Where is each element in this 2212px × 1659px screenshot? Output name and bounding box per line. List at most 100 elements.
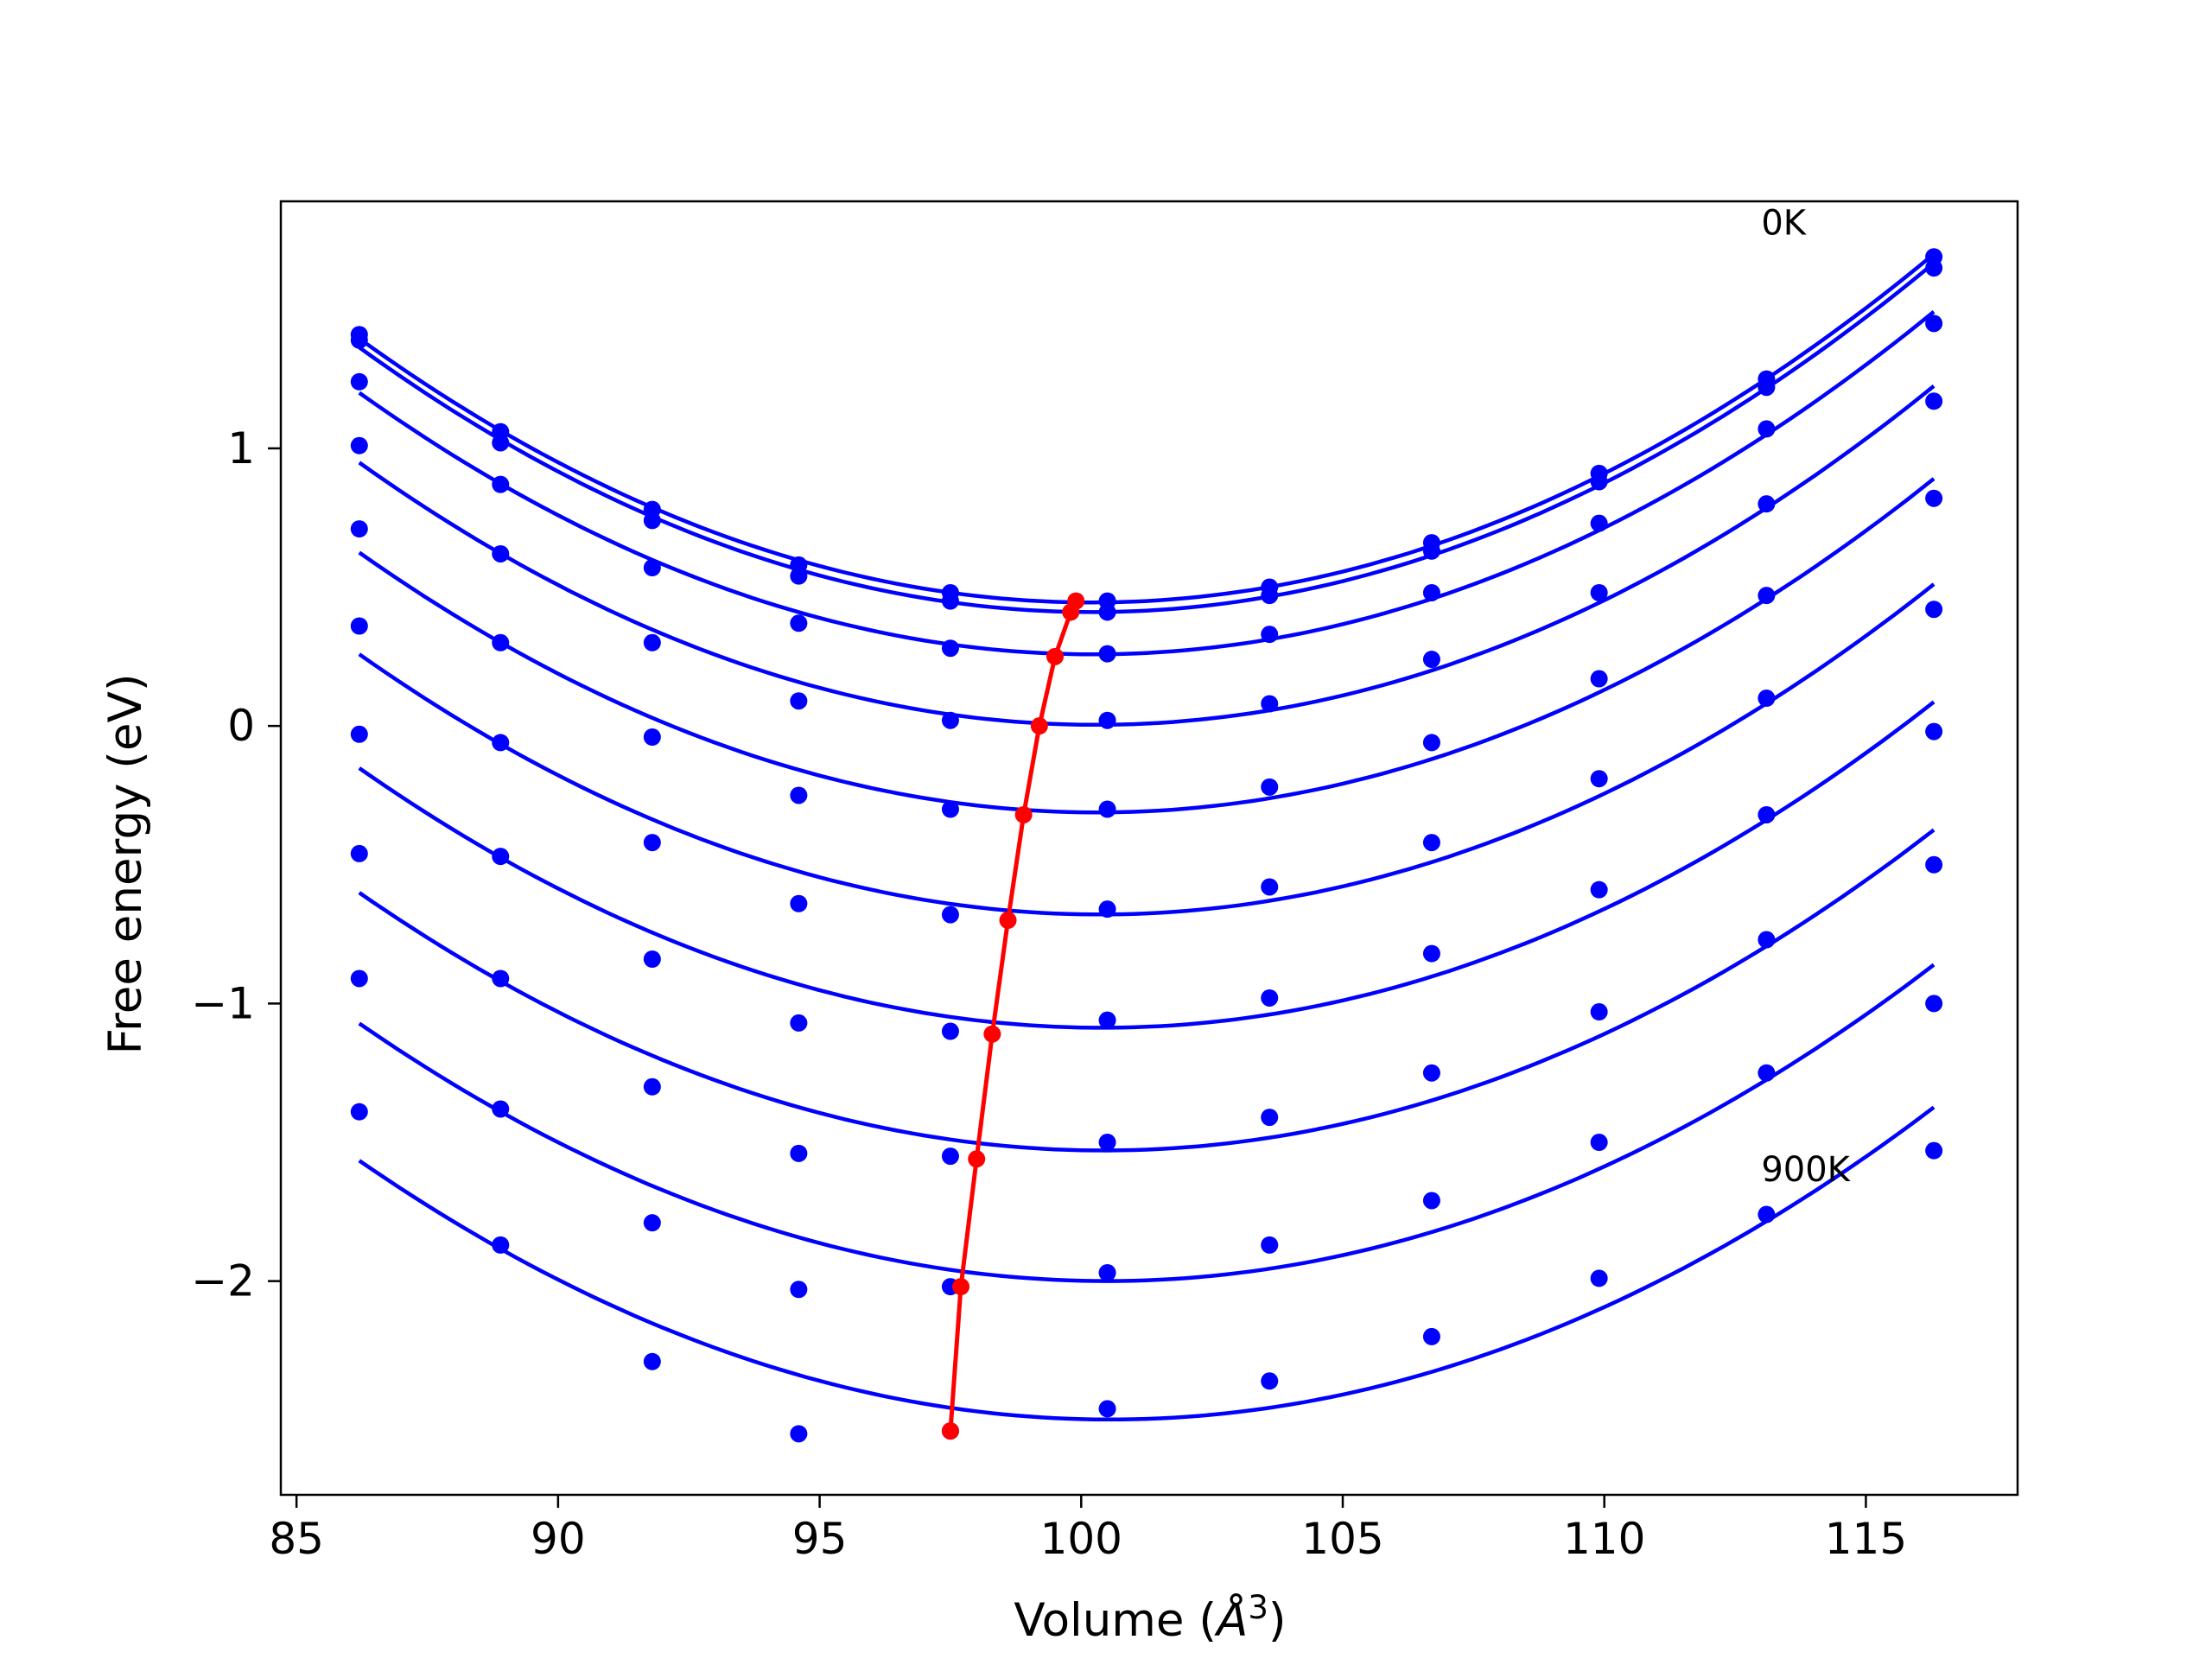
- data-point: [941, 800, 959, 818]
- data-point: [1590, 583, 1608, 601]
- fit-curve-3: [358, 385, 1936, 728]
- data-point: [1925, 259, 1943, 277]
- data-point: [941, 639, 959, 658]
- minimum-point: [1046, 647, 1065, 665]
- data-point: [941, 906, 959, 924]
- data-point: [1261, 878, 1279, 896]
- data-point: [1925, 722, 1943, 741]
- data-point: [350, 844, 368, 862]
- data-point: [1758, 1205, 1776, 1224]
- data-point: [350, 520, 368, 538]
- y-tick-label: −1: [191, 978, 255, 1028]
- fit-curve-9: [358, 1105, 1936, 1422]
- data-point: [1925, 1141, 1943, 1160]
- data-point: [1261, 626, 1279, 644]
- data-point: [790, 786, 808, 804]
- data-point: [1590, 880, 1608, 899]
- data-point: [941, 592, 959, 610]
- y-axis-label: Free energy (eV): [99, 673, 152, 1054]
- data-point: [790, 692, 808, 710]
- data-point: [1590, 514, 1608, 532]
- y-axis-ticks: −2 −1 0 1: [191, 423, 281, 1306]
- data-point: [1261, 1372, 1279, 1390]
- fit-curve-1: [358, 261, 1936, 614]
- x-tick-label: 100: [1040, 1514, 1122, 1564]
- fit-curve-0: [358, 252, 1936, 605]
- y-tick-label: 1: [227, 423, 255, 474]
- data-point: [1925, 995, 1943, 1013]
- data-point: [492, 1100, 510, 1118]
- data-point: [1261, 1236, 1279, 1254]
- data-point: [1590, 670, 1608, 688]
- data-point: [1261, 778, 1279, 796]
- data-point: [1098, 603, 1116, 621]
- data-point: [1758, 495, 1776, 513]
- data-point: [1925, 489, 1943, 507]
- data-point: [790, 567, 808, 585]
- data-point: [1098, 1400, 1116, 1418]
- data-point: [1925, 392, 1943, 410]
- data-point: [1098, 1134, 1116, 1152]
- data-point: [1758, 1064, 1776, 1082]
- data-point: [790, 1281, 808, 1299]
- minimum-point: [968, 1150, 986, 1168]
- data-point: [1590, 1269, 1608, 1287]
- data-point: [1261, 695, 1279, 713]
- data-point: [1422, 542, 1440, 560]
- minimum-point: [1030, 717, 1048, 735]
- data-point: [350, 1103, 368, 1121]
- data-point: [1590, 1134, 1608, 1152]
- data-point: [790, 1144, 808, 1162]
- plot-area-frame: [279, 200, 2019, 1497]
- data-point: [492, 475, 510, 493]
- minimum-point: [952, 1278, 970, 1296]
- y-tick-label: −2: [191, 1256, 255, 1306]
- data-point: [1098, 800, 1116, 818]
- minimum-point: [999, 912, 1017, 930]
- data-point: [1422, 1064, 1440, 1082]
- data-point: [492, 848, 510, 866]
- annotations-layer: 0K 900K: [1761, 204, 1851, 1190]
- data-point: [1261, 988, 1279, 1007]
- fit-curve-8: [358, 963, 1936, 1283]
- data-point: [643, 1214, 661, 1232]
- data-point: [1098, 900, 1116, 918]
- data-point: [1758, 690, 1776, 708]
- x-tick-label: 105: [1301, 1514, 1383, 1564]
- fit-curve-6: [358, 700, 1936, 1030]
- data-point: [941, 711, 959, 729]
- data-point: [492, 969, 510, 988]
- data-point: [1758, 378, 1776, 397]
- data-point: [643, 559, 661, 577]
- data-point: [350, 436, 368, 454]
- data-point: [1422, 944, 1440, 963]
- data-point: [350, 331, 368, 349]
- data-point: [492, 734, 510, 752]
- minimum-point: [983, 1025, 1001, 1043]
- fit-curve-4: [358, 477, 1936, 815]
- data-point: [1925, 855, 1943, 874]
- fitted-curves-layer: [358, 252, 1936, 1422]
- data-point: [643, 512, 661, 530]
- x-tick-label: 90: [531, 1514, 586, 1564]
- data-point: [1590, 770, 1608, 788]
- data-point: [643, 834, 661, 852]
- data-point: [350, 725, 368, 743]
- x-tick-label: 95: [792, 1514, 848, 1564]
- data-point: [1758, 420, 1776, 438]
- x-tick-label: 110: [1563, 1514, 1645, 1564]
- data-point: [790, 614, 808, 632]
- y-tick-label: 0: [227, 701, 255, 751]
- minimum-point: [1014, 805, 1033, 823]
- minimum-energy-line: [948, 600, 1078, 1432]
- data-point: [492, 633, 510, 652]
- fit-curve-2: [358, 309, 1936, 657]
- data-point: [1925, 315, 1943, 333]
- data-point: [1098, 1264, 1116, 1282]
- fit-curve-5: [358, 582, 1936, 917]
- data-point: [1261, 1109, 1279, 1127]
- fit-curve-7: [358, 828, 1936, 1153]
- data-point: [1758, 805, 1776, 823]
